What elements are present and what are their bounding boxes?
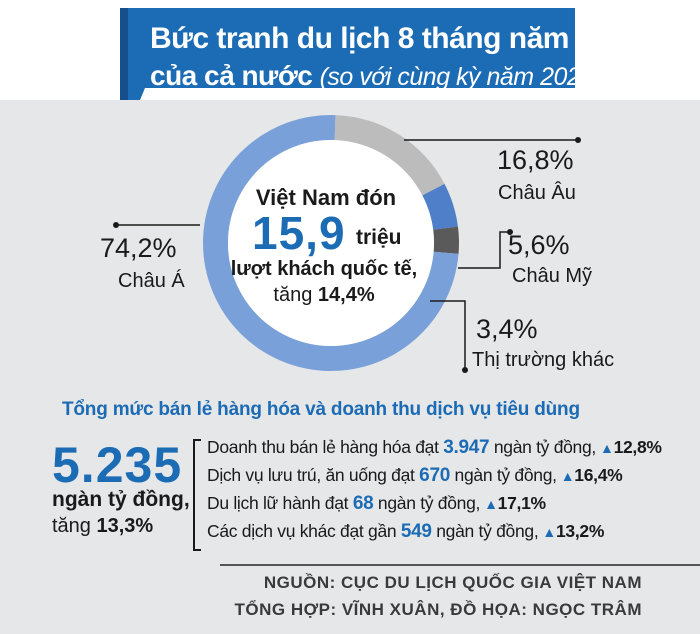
title-subtitle: (so với cùng kỳ năm 2025)	[319, 63, 602, 91]
title-main: của cả nước	[150, 60, 313, 91]
leader-americas	[458, 231, 510, 269]
up-triangle-icon: ▲	[542, 524, 556, 540]
donut-hole	[228, 140, 434, 346]
retail-item: Các dịch vụ khác đạt gần 549 ngàn tỷ đồn…	[207, 521, 604, 543]
retail-item-text: Du lịch lữ hành đạt	[207, 493, 349, 513]
up-triangle-icon: ▲	[560, 468, 575, 484]
slice-label-europe: Châu Âu	[498, 182, 576, 204]
credit-line: TỔNG HỢP: VĨNH XUÂN, ĐỒ HỌA: NGỌC TRÂM	[234, 600, 642, 619]
retail-item-value: 3.947	[443, 437, 490, 458]
slice-value-europe: 16,8%	[497, 145, 574, 175]
retail-item-growth: 12,8%	[613, 437, 662, 457]
slice-label-other: Thị trường khác	[472, 349, 615, 371]
header-banner	[120, 8, 575, 100]
retail-item-value: 68	[352, 493, 374, 514]
center-growth: tăng 14,4%	[236, 284, 412, 307]
slice-americas	[422, 183, 458, 230]
retail-item-text: Dịch vụ lưu trú, ăn uống đạt	[207, 465, 415, 485]
retail-item-growth: 16,4%	[574, 465, 623, 485]
up-triangle-icon: ▲	[600, 440, 614, 456]
retail-total-value: 5.235	[52, 437, 183, 493]
retail-item: Dịch vụ lưu trú, ăn uống đạt 670 ngàn tỷ…	[207, 465, 623, 487]
retail-item-unit: ngàn tỷ đồng,	[493, 437, 596, 457]
slice-europe	[334, 115, 445, 196]
retail-total-unit: ngàn tỷ đồng,	[52, 488, 190, 511]
retail-title: Tổng mức bán lẻ hàng hóa và doanh thu dị…	[62, 399, 580, 420]
slice-value-americas: 5,6%	[508, 230, 570, 260]
slice-label-asia: Châu Á	[118, 270, 185, 292]
leader-americas-dot	[507, 229, 513, 235]
center-growth-prefix: tăng	[273, 284, 313, 306]
slice-value-asia: 74,2%	[100, 233, 177, 263]
title-line2: của cả nước (so với cùng kỳ năm 2025)	[150, 60, 602, 92]
retail-bracket	[193, 439, 201, 551]
retail-item-unit: ngàn tỷ đồng,	[436, 521, 539, 541]
center-unit: triệu	[356, 226, 402, 249]
retail-item-growth: 17,1%	[497, 493, 546, 513]
center-growth-value: 14,4%	[317, 284, 375, 306]
source-divider	[220, 564, 700, 566]
retail-item-unit: ngàn tỷ đồng,	[377, 493, 481, 513]
leader-other	[430, 300, 466, 370]
slice-label-americas: Châu Mỹ	[512, 265, 593, 287]
retail-growth-prefix: tăng	[52, 515, 91, 537]
retail-item-value: 670	[419, 465, 450, 486]
retail-growth-value: 13,3%	[96, 515, 154, 537]
center-line1: Việt Nam đón	[255, 185, 397, 210]
leader-asia-dot	[113, 222, 119, 228]
slice-other	[433, 226, 459, 254]
title-line1: Bức tranh du lịch 8 tháng năm 2026	[150, 22, 642, 55]
center-line3: lượt khách quốc tế,	[230, 258, 418, 280]
retail-total-growth: tăng 13,3%	[52, 515, 153, 538]
retail-item: Doanh thu bán lẻ hàng hóa đạt 3.947 ngàn…	[207, 437, 662, 459]
donut-chart	[113, 114, 581, 373]
leader-other-dot	[462, 367, 468, 373]
retail-item-growth: 13,2%	[555, 521, 605, 541]
slice-value-other: 3,4%	[476, 314, 538, 344]
retail-item-unit: ngàn tỷ đồng,	[454, 465, 557, 485]
center-value: 15,9	[252, 207, 346, 259]
retail-item-text: Các dịch vụ khác đạt gần	[207, 521, 397, 541]
retail-item: Du lịch lữ hành đạt 68 ngàn tỷ đồng, ▲17,…	[207, 493, 546, 515]
leader-europe-dot	[575, 137, 581, 143]
header: Bức tranh du lịch 8 tháng năm 2026 của c…	[0, 0, 700, 100]
retail-item-text: Doanh thu bán lẻ hàng hóa đạt	[207, 437, 439, 457]
up-triangle-icon: ▲	[484, 496, 498, 512]
source-line: NGUỒN: CỤC DU LỊCH QUỐC GIA VIỆT NAM	[263, 573, 642, 592]
retail-item-value: 549	[400, 521, 432, 542]
